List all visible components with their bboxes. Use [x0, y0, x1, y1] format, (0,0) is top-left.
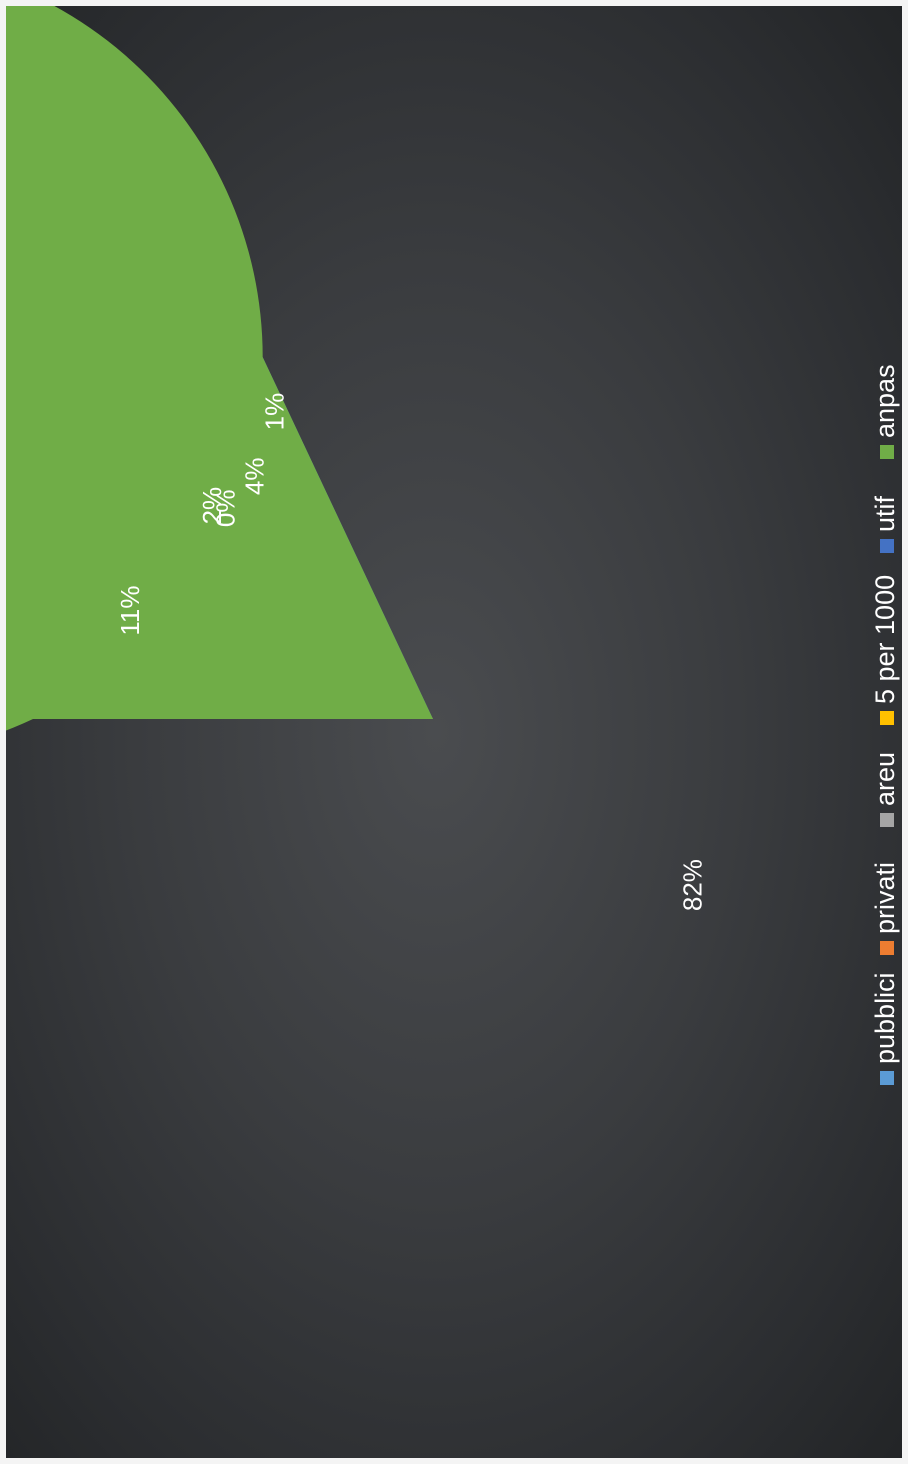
- legend-label-pubblici: pubblici: [870, 972, 900, 1064]
- pie-data-labels: 11% 2%0%4% 1% 82%: [115, 393, 708, 911]
- data-label-privati: 2%: [197, 487, 227, 525]
- pie-slices: [0, 0, 433, 733]
- data-label-areu: 0%: [210, 490, 240, 528]
- legend-swatch-areu: [880, 813, 894, 827]
- data-label-utif: 1%: [259, 393, 289, 431]
- legend-label-areu: areu: [870, 752, 900, 806]
- legend-swatch-pubblici: [880, 1071, 894, 1085]
- pie-slice-anpas: [0, 0, 433, 733]
- legend-label-5-per-1000: 5 per 1000: [870, 575, 900, 704]
- legend-swatch-utif: [880, 539, 894, 553]
- chart-legend: pubblici privati areu 5 per 1000 utif anpas: [870, 364, 900, 1085]
- legend-label-privati: privati: [870, 862, 900, 934]
- legend-swatch-5-per-1000: [880, 711, 894, 725]
- legend-label-utif: utif: [870, 495, 900, 532]
- legend-label-anpas: anpas: [870, 364, 900, 438]
- data-label-pubblici: 11%: [115, 586, 145, 636]
- legend-swatch-anpas: [880, 445, 894, 459]
- data-label-anpas: 82%: [678, 859, 708, 911]
- data-label-5-per-1000: 4%: [240, 458, 270, 496]
- legend-swatch-privati: [880, 941, 894, 955]
